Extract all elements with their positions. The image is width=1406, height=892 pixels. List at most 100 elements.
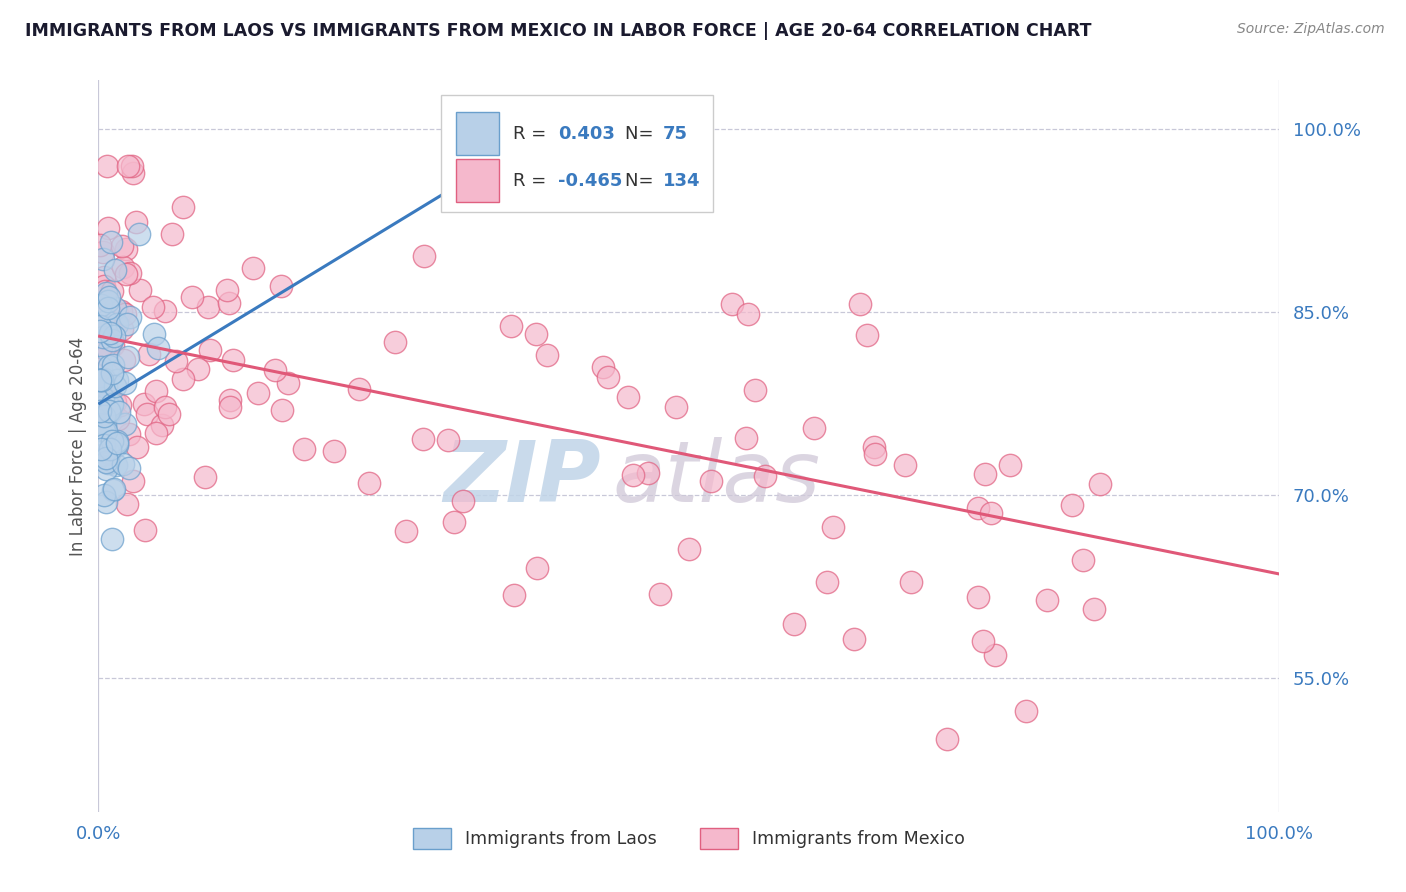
Point	[132, 397, 155, 411]
Point	[215, 283, 238, 297]
Point	[172, 200, 194, 214]
Point	[91, 373, 114, 387]
Point	[270, 403, 292, 417]
Point	[93, 330, 115, 344]
Point	[503, 588, 526, 602]
Point	[91, 384, 114, 399]
Point	[108, 398, 131, 412]
Point	[1088, 476, 1111, 491]
Point	[138, 347, 160, 361]
Point	[100, 402, 122, 417]
Point	[93, 299, 115, 313]
Point	[96, 313, 118, 327]
Point	[101, 284, 124, 298]
Point	[107, 437, 129, 451]
Point	[97, 221, 120, 235]
Point	[89, 238, 111, 252]
Point	[100, 326, 122, 340]
Point	[142, 300, 165, 314]
Point	[117, 497, 139, 511]
Point	[114, 376, 136, 391]
Point	[97, 456, 120, 470]
Point	[96, 396, 118, 410]
Point	[104, 395, 127, 409]
Point	[105, 434, 128, 448]
Point	[93, 488, 115, 502]
Point	[118, 265, 141, 279]
Point	[1073, 553, 1095, 567]
Point	[526, 561, 548, 575]
Point	[121, 166, 143, 180]
Text: 134: 134	[664, 172, 700, 190]
Point	[110, 303, 132, 318]
Point	[105, 436, 128, 450]
Point	[91, 448, 114, 462]
Point	[160, 227, 183, 242]
Point	[803, 420, 825, 434]
Point	[148, 341, 170, 355]
Point	[90, 442, 112, 457]
Point	[1060, 498, 1083, 512]
Point	[323, 443, 346, 458]
Point	[665, 400, 688, 414]
Point	[125, 215, 148, 229]
Point	[112, 457, 135, 471]
Text: R =: R =	[513, 125, 553, 143]
Point	[107, 412, 129, 426]
Point	[194, 470, 217, 484]
Point	[153, 304, 176, 318]
Point	[973, 467, 995, 482]
Point	[165, 354, 187, 368]
Point	[637, 467, 659, 481]
Point	[93, 421, 115, 435]
Point	[96, 380, 118, 394]
Point	[101, 483, 124, 498]
Point	[1015, 704, 1038, 718]
Point	[112, 260, 135, 274]
Text: IMMIGRANTS FROM LAOS VS IMMIGRANTS FROM MEXICO IN LABOR FORCE | AGE 20-64 CORREL: IMMIGRANTS FROM LAOS VS IMMIGRANTS FROM …	[25, 22, 1092, 40]
Point	[111, 322, 134, 336]
Point	[98, 446, 121, 460]
Point	[101, 333, 124, 347]
Text: Source: ZipAtlas.com: Source: ZipAtlas.com	[1237, 22, 1385, 37]
Point	[270, 279, 292, 293]
Point	[499, 319, 522, 334]
Point	[112, 353, 135, 368]
Point	[101, 359, 124, 373]
Point	[242, 261, 264, 276]
Point	[121, 159, 143, 173]
Point	[967, 591, 990, 605]
Point	[863, 447, 886, 461]
Text: atlas: atlas	[612, 437, 820, 520]
Point	[94, 285, 117, 300]
Text: N=: N=	[626, 125, 659, 143]
Point	[598, 370, 620, 384]
Point	[94, 418, 117, 433]
Point	[1036, 593, 1059, 607]
Point	[648, 586, 671, 600]
FancyBboxPatch shape	[457, 112, 499, 155]
Point	[125, 440, 148, 454]
Point	[900, 575, 922, 590]
Point	[104, 379, 127, 393]
Text: -0.465: -0.465	[558, 172, 623, 190]
Point	[97, 294, 120, 309]
Point	[98, 442, 121, 457]
Point	[737, 306, 759, 320]
Point	[157, 407, 180, 421]
Point	[395, 524, 418, 538]
Point	[437, 433, 460, 447]
Point	[754, 468, 776, 483]
Point	[172, 372, 194, 386]
Point	[101, 434, 124, 448]
Point	[108, 405, 131, 419]
Point	[105, 305, 128, 319]
Point	[128, 227, 150, 242]
Point	[93, 409, 115, 423]
Text: N=: N=	[626, 172, 659, 190]
Point	[98, 359, 121, 373]
Point	[101, 338, 124, 352]
Point	[93, 438, 115, 452]
Point	[90, 298, 112, 312]
Point	[91, 393, 114, 408]
